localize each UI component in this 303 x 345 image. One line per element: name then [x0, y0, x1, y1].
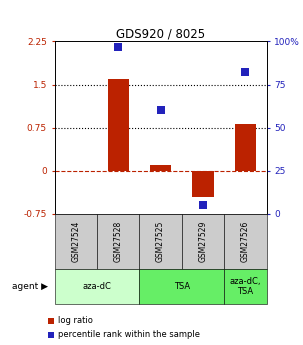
Text: percentile rank within the sample: percentile rank within the sample: [58, 330, 200, 339]
Text: agent ▶: agent ▶: [12, 282, 48, 291]
Text: GSM27526: GSM27526: [241, 221, 250, 262]
Point: [116, 44, 121, 49]
Text: TSA: TSA: [174, 282, 190, 291]
Point: [243, 70, 248, 75]
Bar: [192, 171, 214, 197]
Bar: [108, 79, 129, 171]
Text: log ratio: log ratio: [58, 316, 93, 325]
Text: GSM27528: GSM27528: [114, 221, 123, 262]
Text: GSM27524: GSM27524: [71, 221, 80, 262]
Bar: [235, 124, 256, 171]
Bar: [150, 165, 171, 171]
Title: GDS920 / 8025: GDS920 / 8025: [116, 27, 205, 40]
Text: GSM27525: GSM27525: [156, 221, 165, 262]
Point: [201, 203, 205, 208]
Point: [158, 108, 163, 113]
Text: aza-dC,
TSA: aza-dC, TSA: [230, 277, 261, 296]
Text: GSM27529: GSM27529: [198, 221, 208, 262]
Text: aza-dC: aza-dC: [82, 282, 112, 291]
